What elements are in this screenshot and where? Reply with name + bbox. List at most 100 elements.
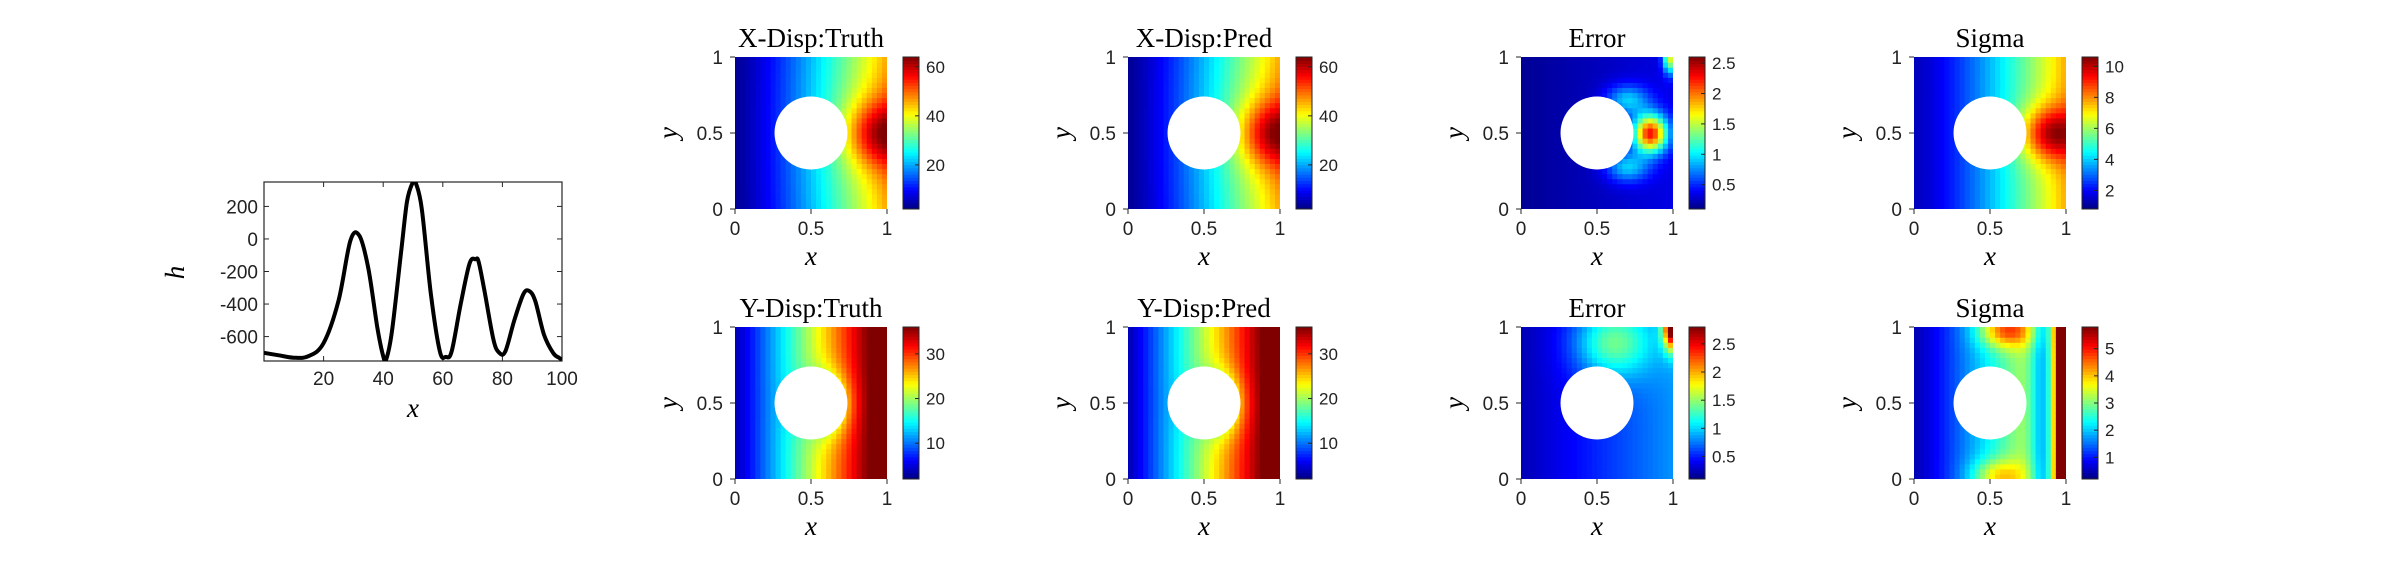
heatmap-cell bbox=[1939, 107, 1945, 114]
heatmap-cell bbox=[2025, 107, 2032, 114]
heatmap-cell bbox=[1622, 87, 1628, 94]
heatmap-cell bbox=[2040, 188, 2047, 195]
heatmap-cell bbox=[1919, 97, 1925, 104]
heatmap-cell bbox=[780, 438, 787, 445]
heatmap-cell bbox=[1959, 183, 1966, 190]
heatmap-cell bbox=[1274, 193, 1280, 200]
heatmap-cell bbox=[785, 463, 792, 470]
heatmap-cell bbox=[1546, 133, 1552, 139]
heatmap-cell bbox=[1571, 87, 1578, 94]
heatmap-cell bbox=[2015, 87, 2021, 94]
heatmap-cell bbox=[846, 337, 853, 343]
heatmap-cell bbox=[851, 458, 858, 465]
heatmap-cell bbox=[1934, 67, 1940, 73]
heatmap-cell bbox=[1521, 198, 1527, 205]
heatmap-cell bbox=[881, 138, 887, 144]
heatmap-cell bbox=[876, 428, 883, 434]
heatmap-cell bbox=[851, 327, 858, 333]
heatmap-cell bbox=[1264, 122, 1271, 129]
colorbar-step bbox=[903, 428, 919, 432]
heatmap-cell bbox=[740, 122, 746, 129]
heatmap-cell bbox=[866, 403, 873, 409]
heatmap-cell bbox=[1521, 102, 1527, 109]
heatmap-cell bbox=[1183, 62, 1190, 68]
heatmap-cell bbox=[1964, 72, 1971, 78]
heatmap-cell bbox=[1561, 82, 1568, 88]
heatmap-cell bbox=[1158, 178, 1165, 185]
heatmap-cell bbox=[861, 77, 868, 83]
heatmap-cell bbox=[1647, 82, 1654, 88]
heatmap-cell bbox=[1204, 57, 1210, 63]
heatmap-cell bbox=[831, 188, 837, 195]
heatmap-cell bbox=[1239, 198, 1246, 205]
heatmap-cell bbox=[1969, 77, 1976, 83]
heatmap-cell bbox=[1264, 153, 1271, 159]
heatmap-cell bbox=[735, 463, 741, 470]
heatmap-cell bbox=[745, 122, 751, 129]
heatmap-cell bbox=[750, 397, 756, 404]
heatmap-cell bbox=[770, 163, 777, 170]
heatmap-cell bbox=[826, 82, 832, 88]
heatmap-cell bbox=[735, 102, 741, 109]
x-axis-label: x bbox=[1197, 241, 1210, 271]
heatmap-cell bbox=[856, 133, 863, 139]
colorbar-step bbox=[2082, 66, 2098, 71]
heatmap-cell bbox=[1133, 178, 1139, 185]
heatmap-cell bbox=[785, 342, 792, 348]
heatmap-cell bbox=[1219, 178, 1225, 185]
heatmap-cell bbox=[1264, 72, 1271, 78]
heatmap-cell bbox=[826, 347, 832, 353]
heatmap-cell bbox=[1143, 127, 1149, 134]
heatmap-cell bbox=[800, 463, 807, 470]
heatmap-cell bbox=[1597, 178, 1603, 185]
heatmap-cell bbox=[735, 362, 741, 369]
heatmap-cell bbox=[851, 413, 858, 419]
heatmap-cell bbox=[1264, 127, 1271, 134]
heatmap-cell bbox=[1269, 82, 1276, 88]
heatmap-cell bbox=[2060, 138, 2066, 144]
heatmap-cell bbox=[1274, 133, 1280, 139]
heatmap-cell bbox=[2015, 163, 2021, 170]
heatmap-cell bbox=[790, 198, 797, 205]
heatmap-cell bbox=[1647, 168, 1654, 175]
heatmap-cell bbox=[1602, 178, 1608, 185]
heatmap-cell bbox=[811, 198, 817, 205]
heatmap-cell bbox=[836, 463, 842, 470]
heatmap-cell bbox=[1652, 117, 1659, 124]
heatmap-cell bbox=[836, 453, 842, 460]
heatmap-cell bbox=[1133, 168, 1139, 175]
colorbar-step bbox=[903, 339, 919, 344]
heatmap-cell bbox=[2050, 178, 2057, 185]
heatmap-cell bbox=[740, 448, 746, 455]
heatmap-cell bbox=[1249, 77, 1256, 83]
heatmap-cell bbox=[1597, 92, 1603, 99]
heatmap-cell bbox=[740, 67, 746, 73]
heatmap-cell bbox=[760, 72, 766, 78]
heatmap-cell bbox=[851, 403, 858, 409]
heatmap-cell bbox=[1632, 107, 1639, 114]
heatmap-cell bbox=[826, 453, 832, 460]
heatmap-cell bbox=[2030, 138, 2037, 144]
heatmap-cell bbox=[861, 117, 868, 124]
colorbar-step bbox=[1296, 85, 1312, 90]
heatmap-cell bbox=[1556, 143, 1563, 149]
heatmap-cell bbox=[1153, 82, 1159, 88]
heatmap-cell bbox=[1959, 72, 1966, 78]
heatmap-cell bbox=[1259, 97, 1266, 104]
heatmap-cell bbox=[1153, 107, 1159, 114]
heatmap-cell bbox=[1214, 188, 1220, 195]
heatmap-cell bbox=[1546, 97, 1552, 104]
colorbar-step bbox=[2082, 193, 2098, 197]
heatmap-cell bbox=[780, 173, 787, 180]
heatmap-cell bbox=[1128, 87, 1134, 94]
heatmap-cell bbox=[826, 178, 832, 185]
heatmap-cell bbox=[881, 92, 887, 99]
x-axis-label: x bbox=[406, 393, 419, 423]
heatmap-cell bbox=[816, 438, 822, 445]
heatmap-cell bbox=[1259, 193, 1266, 200]
heatmap-cell bbox=[740, 473, 746, 479]
heatmap-cell bbox=[1602, 183, 1608, 190]
heatmap-cell bbox=[1168, 193, 1175, 200]
heatmap-cell bbox=[745, 168, 751, 175]
heatmap-cell bbox=[846, 428, 853, 434]
